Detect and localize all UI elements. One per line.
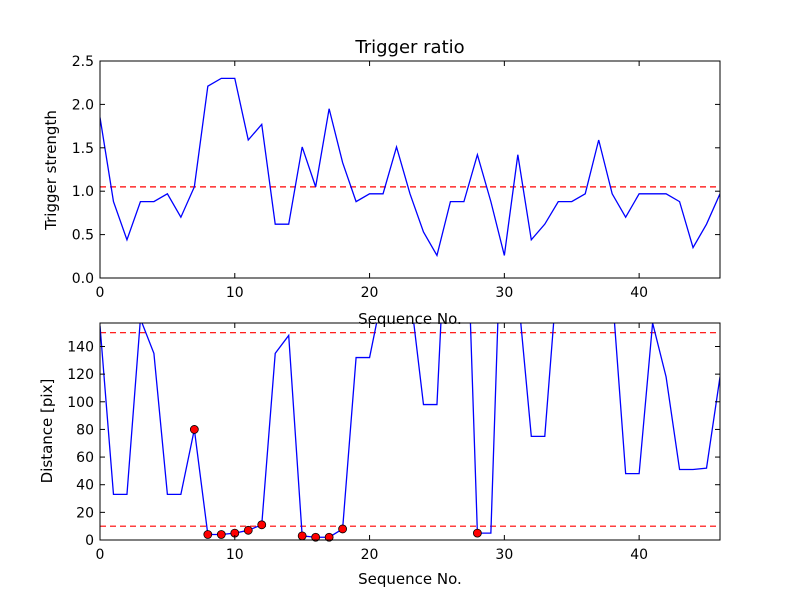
bottom-axis-ticks: 0 10 20 30 40 0 20 40 60 80 100 120 140 xyxy=(67,323,720,563)
bottom-axes: 0 10 20 30 40 0 20 40 60 80 100 120 140 Sequence No.… xyxy=(38,322,721,588)
bottom-marker-point xyxy=(324,532,334,542)
top-x-axis-label: Sequence No. xyxy=(358,310,462,328)
top-y-tick-label: 1.0 xyxy=(72,184,94,200)
bottom-x-tick-label: 40 xyxy=(630,547,648,563)
top-series-line-0 xyxy=(100,77,720,258)
bottom-y-axis-label: Distance [pix] xyxy=(38,379,56,484)
bottom-y-tick-label: 0 xyxy=(85,533,94,549)
bottom-axes-frame xyxy=(99,322,721,541)
top-x-tick-label: 40 xyxy=(630,285,648,301)
top-x-tick-label: 10 xyxy=(226,285,244,301)
top-x-tick-label: 20 xyxy=(361,285,379,301)
bottom-y-tick-label: 80 xyxy=(76,422,94,438)
top-x-tick-label: 30 xyxy=(495,285,513,301)
top-axes: Trigger ratio 0 10 20 30 40 0.0 0.5 1.0 1.5 2.0 2.… xyxy=(42,37,721,328)
bottom-marker-point xyxy=(257,520,267,530)
top-axes-frame xyxy=(99,60,721,279)
bottom-x-tick-label: 30 xyxy=(495,547,513,563)
top-y-tick-label: 2.0 xyxy=(72,97,94,113)
bottom-y-tick-label: 140 xyxy=(67,339,94,355)
bottom-series-line-0 xyxy=(100,323,720,538)
bottom-x-tick-label: 20 xyxy=(361,547,379,563)
top-y-tick-label: 0.0 xyxy=(72,271,94,287)
bottom-plot-area xyxy=(100,323,720,542)
top-y-tick-label: 2.5 xyxy=(72,54,94,70)
bottom-marker-point xyxy=(297,531,307,541)
bottom-marker-point xyxy=(189,425,199,434)
top-y-axis-label: Trigger strength xyxy=(42,110,60,231)
bottom-marker-point xyxy=(243,525,253,535)
bottom-x-tick-label: 10 xyxy=(226,547,244,563)
bottom-y-tick-label: 60 xyxy=(76,450,94,466)
bottom-marker-point xyxy=(203,530,213,539)
bottom-y-tick-label: 100 xyxy=(67,395,94,411)
bottom-x-axis-label: Sequence No. xyxy=(358,570,462,588)
top-y-tick-label: 0.5 xyxy=(72,228,94,244)
bottom-marker-point xyxy=(216,530,226,539)
bottom-marker-point xyxy=(311,532,321,542)
top-axis-ticks: 0 10 20 30 40 0.0 0.5 1.0 1.5 2.0 2.5 xyxy=(72,54,720,301)
bottom-y-tick-label: 120 xyxy=(67,367,94,383)
bottom-marker-point xyxy=(472,528,482,538)
bottom-y-tick-label: 40 xyxy=(76,478,94,494)
top-y-tick-label: 1.5 xyxy=(72,141,94,157)
top-x-tick-label: 0 xyxy=(96,285,105,301)
bottom-marker-point xyxy=(338,524,348,534)
bottom-y-tick-label: 20 xyxy=(76,505,94,521)
top-plot-area xyxy=(100,77,720,258)
top-chart-title: Trigger ratio xyxy=(354,37,464,58)
bottom-x-tick-label: 0 xyxy=(96,547,105,563)
